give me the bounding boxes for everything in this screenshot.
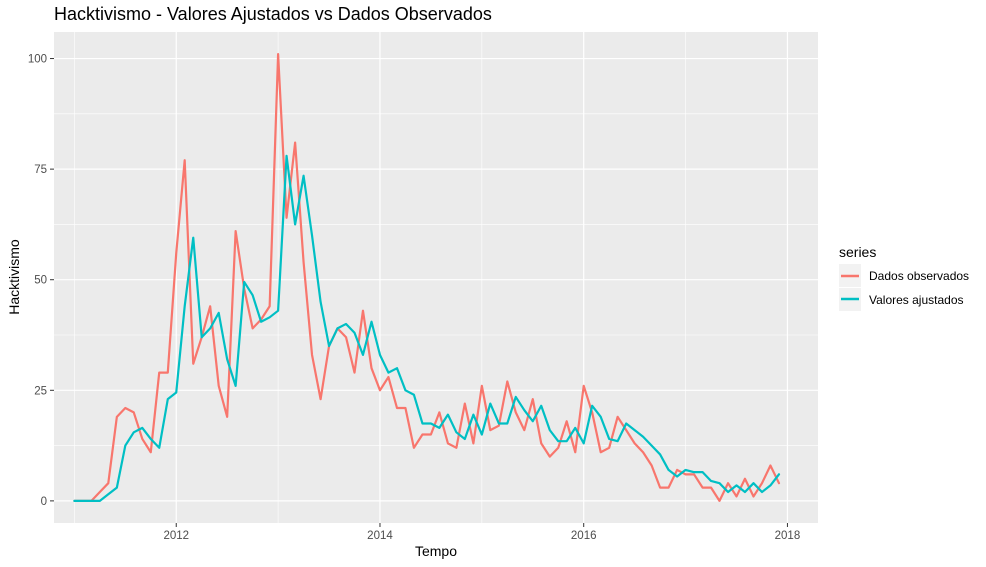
y-tick-label: 0 (41, 496, 47, 508)
y-tick-label: 25 (34, 385, 47, 397)
x-tick-label: 2016 (571, 530, 597, 542)
y-tick-label: 75 (34, 164, 47, 176)
y-axis-title: Hacktivismo (6, 239, 22, 315)
minor-gridlines (54, 32, 818, 523)
x-tick-label: 2018 (775, 530, 801, 542)
x-axis-title: Tempo (415, 543, 457, 559)
plot-panel (54, 32, 818, 523)
legend-label-fitted: Valores ajustados (869, 293, 964, 307)
chart-title: Hacktivismo - Valores Ajustados vs Dados… (54, 4, 492, 24)
legend-title: series (839, 244, 876, 260)
x-axis-ticks: 2012 2014 2016 2018 (163, 523, 800, 542)
y-tick-label: 100 (28, 54, 47, 66)
series-line-fitted (73, 154, 781, 502)
y-tick-label: 50 (34, 275, 47, 287)
y-axis-ticks: 0 25 50 75 100 (28, 54, 54, 508)
legend: series Dados observados Valores ajustado… (839, 244, 969, 311)
series-line-observed (73, 53, 781, 502)
x-tick-label: 2014 (367, 530, 393, 542)
series-lines (73, 53, 781, 502)
legend-label-observed: Dados observados (869, 269, 969, 283)
x-tick-label: 2012 (163, 530, 189, 542)
